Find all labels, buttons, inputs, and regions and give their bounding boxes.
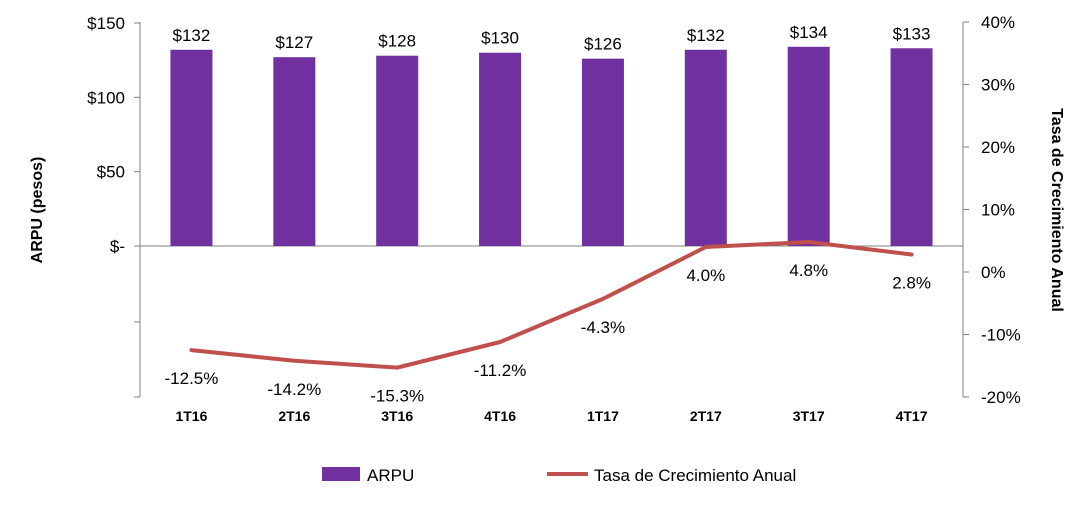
y2-tick-label-3: 10% [981,201,1015,220]
growth-point-3 [498,340,502,344]
bar-label-3: $130 [481,29,519,48]
y2-tick-label-6: -20% [981,388,1021,407]
bar-5 [684,49,727,247]
legend: ARPU Tasa de Crecimiento Anual [322,466,796,485]
x-tick-label-4: 1T17 [587,408,619,424]
x-tick-label-5: 2T17 [690,408,722,424]
y2-tick-label-4: 0% [981,263,1006,282]
growth-label-4: -4.3% [581,318,625,337]
bar-label-1: $127 [275,33,313,52]
y-tick-label-1: $100 [87,88,125,107]
plot-area: $150 $100 $50 $- 40% 30% 20% 10% 0% -10% -20% 1T16 2… [87,13,1021,424]
y-tick-label-0: $150 [87,14,125,33]
bar-label-7: $133 [893,24,931,43]
bar-3 [479,52,522,246]
growth-label-5: 4.0% [686,266,725,285]
growth-label-1: -14.2% [267,380,321,399]
x-tick-label-3: 4T16 [484,408,516,424]
growth-label-0: -12.5% [165,369,219,388]
bar-6 [787,46,830,246]
y2-tick-label-0: 40% [981,13,1015,32]
y-tick-label-2: $50 [97,163,125,182]
y-tick-label-3: $- [110,237,125,256]
bar-1 [273,57,316,247]
legend-label-growth: Tasa de Crecimiento Anual [594,466,796,485]
x-tick-label-6: 3T17 [793,408,825,424]
growth-point-7 [910,253,914,256]
growth-point-4 [601,297,605,301]
growth-point-0 [189,348,193,352]
growth-point-1 [292,359,296,363]
x-tick-label-7: 4T17 [896,408,928,424]
bar-label-5: $132 [687,26,725,45]
growth-label-2: -15.3% [370,387,424,406]
x-tick-label-0: 1T16 [175,408,207,424]
x-tick-label-2: 3T16 [381,408,413,424]
legend-swatch-arpu [322,467,360,481]
y2-tick-label-2: 20% [981,138,1015,157]
growth-point-6 [807,240,811,244]
bar-7 [890,48,933,247]
bar-4 [581,58,624,247]
growth-label-3: -11.2% [474,361,527,380]
growth-label-6: 4.8% [789,261,828,280]
y2-axis-title: Tasa de Crecimiento Anual [1048,108,1065,312]
growth-point-2 [395,366,399,370]
bar-2 [376,55,419,246]
growth-point-5 [704,245,708,249]
bar-label-6: $134 [790,23,828,42]
y2-tick-label-5: -10% [981,326,1021,345]
bar-0 [170,49,213,247]
growth-label-7: 2.8% [892,274,931,293]
legend-label-arpu: ARPU [367,466,414,485]
x-tick-label-1: 2T16 [278,408,310,424]
bar-label-0: $132 [173,26,211,45]
y2-tick-label-1: 30% [981,76,1015,95]
y-axis-title: ARPU (pesos) [29,157,46,264]
bar-label-2: $128 [378,32,416,51]
bar-label-4: $126 [584,35,622,54]
growth-line [189,240,914,370]
